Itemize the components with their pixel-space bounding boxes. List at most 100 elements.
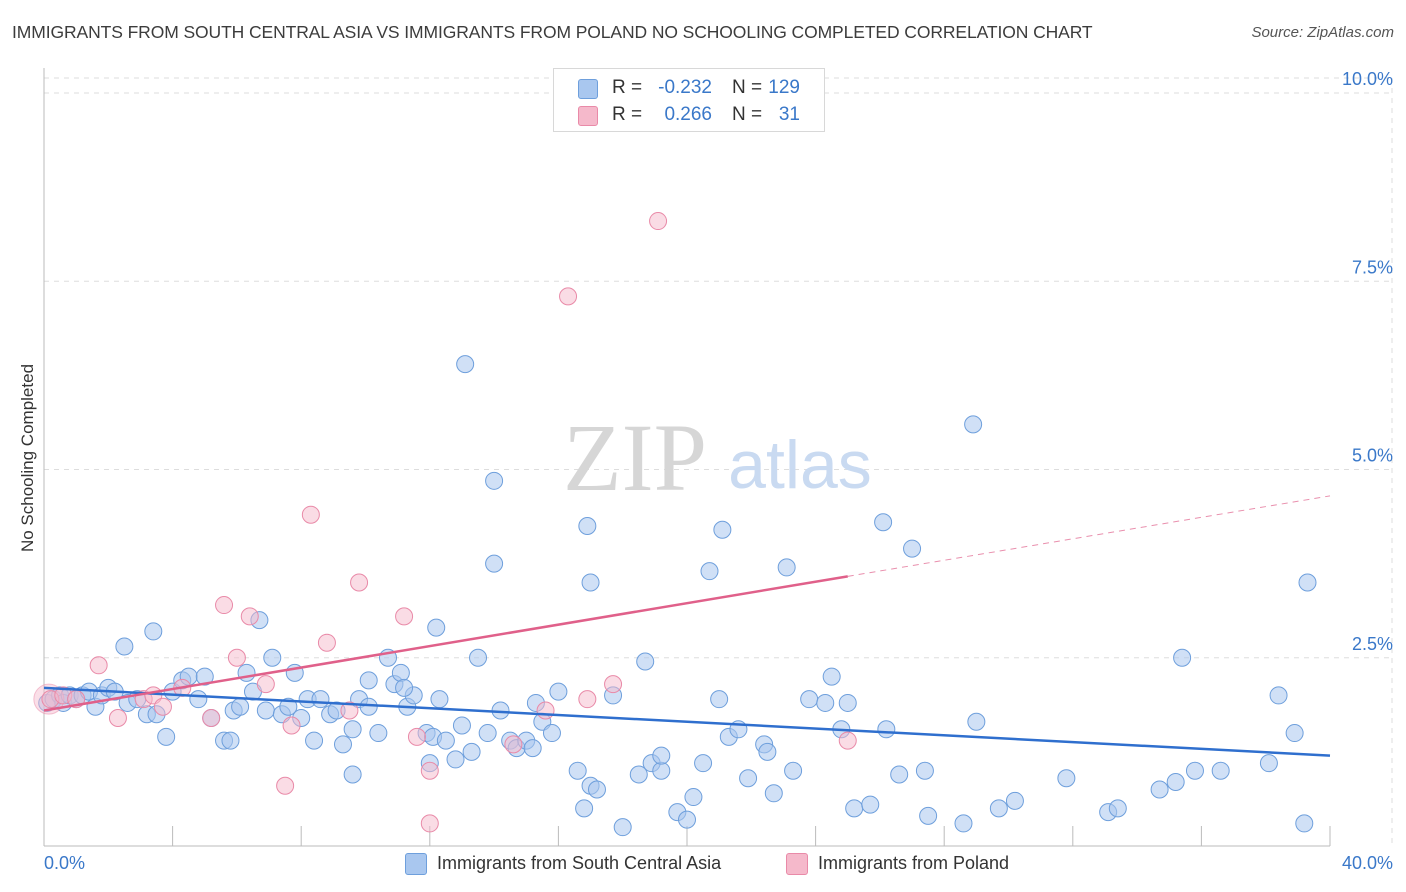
legend-label-blue: Immigrants from South Central Asia (437, 853, 722, 873)
data-point-pink (559, 287, 578, 306)
data-point-pink (395, 607, 414, 626)
data-point-blue (1005, 791, 1024, 810)
data-point-pink (108, 709, 127, 727)
trend-line-blue (43, 686, 1331, 757)
data-point-blue (713, 520, 732, 539)
data-point-blue (777, 558, 796, 577)
trend-line-pink-extension (847, 495, 1331, 577)
data-point-pink (153, 697, 172, 716)
data-point-pink (340, 701, 359, 720)
data-point-pink (202, 709, 221, 727)
watermark-atlas: atlas (728, 427, 872, 503)
data-point-pink (276, 776, 295, 795)
data-point-blue (764, 784, 783, 803)
data-point-pink (504, 735, 523, 754)
data-point-blue (195, 667, 214, 686)
data-point-pink (604, 675, 623, 694)
data-point-blue (684, 788, 703, 807)
legend-label-pink: Immigrants from Poland (818, 853, 1010, 873)
data-point-blue (549, 682, 568, 701)
grid-lines (44, 77, 1393, 846)
n-value-pink: 31 (778, 104, 800, 125)
data-point-pink (89, 656, 108, 675)
data-point-blue (919, 806, 938, 825)
data-point-blue (989, 799, 1008, 818)
data-point-blue (1295, 814, 1314, 833)
data-point-blue (343, 765, 362, 784)
data-point-blue (758, 742, 777, 761)
data-point-blue (311, 690, 330, 709)
data-point-blue (279, 697, 298, 716)
data-point-blue (452, 716, 471, 735)
data-point-blue (189, 690, 208, 709)
data-point-blue (1166, 773, 1185, 791)
data-point-blue (305, 731, 324, 750)
data-point-blue (359, 671, 378, 690)
data-point-pink (301, 505, 320, 524)
data-point-blue (816, 693, 835, 712)
data-point-blue (1269, 686, 1288, 705)
y-tick-label: 5.0% (1352, 446, 1393, 466)
data-point-blue (700, 562, 719, 581)
r-value-blue: -0.232 (658, 77, 712, 98)
axes (43, 68, 1331, 847)
data-point-blue (784, 761, 803, 780)
data-point-blue (263, 648, 282, 667)
tick-labels: 2.5% 5.0% 7.5% 10.0% 0.0% 40.0% (44, 69, 1393, 873)
data-point-blue (613, 818, 632, 837)
data-point-blue (523, 739, 542, 758)
data-point-pink (649, 212, 668, 231)
data-point-blue (1211, 761, 1230, 780)
correlation-stats-box: R = -0.232 N = 129 R = 0.266 N = 31 (553, 68, 825, 132)
data-point-blue (1285, 724, 1304, 743)
data-point-blue (1057, 769, 1076, 788)
source-credit: Source: ZipAtlas.com (1251, 24, 1394, 41)
data-point-pink (317, 633, 336, 652)
data-point-pink (227, 648, 246, 667)
n-label: N = (732, 104, 763, 125)
y-tick-label: 7.5% (1352, 257, 1393, 277)
data-point-blue (877, 720, 896, 739)
data-point-blue (359, 697, 378, 716)
data-point-blue (456, 355, 475, 374)
data-point-blue (967, 712, 986, 731)
n-value-blue: 129 (768, 77, 800, 98)
data-point-blue (1185, 761, 1204, 780)
data-point-pink (240, 607, 259, 626)
legend-swatch-blue (405, 853, 427, 875)
pink-swatch (578, 106, 598, 126)
data-point-pink (536, 701, 555, 720)
data-point-blue (256, 701, 275, 720)
data-point-blue (343, 720, 362, 739)
data-point-blue (739, 769, 758, 788)
data-point-blue (822, 667, 841, 686)
data-point-blue (1173, 648, 1192, 667)
trend-lines (43, 495, 1331, 757)
data-point-blue (231, 697, 250, 716)
data-point-blue (333, 735, 352, 754)
data-point-blue (874, 513, 893, 532)
data-point-blue (369, 724, 388, 743)
data-point-pink (350, 573, 369, 592)
n-label: N = (732, 77, 763, 98)
data-point-blue (115, 637, 134, 656)
data-point-blue (578, 517, 597, 535)
data-point-pink (838, 731, 857, 750)
blue-swatch (578, 79, 598, 99)
data-point-blue (446, 750, 465, 769)
r-label: R = (612, 104, 643, 125)
data-point-blue (144, 622, 163, 641)
y-tick-label: 10.0% (1342, 69, 1393, 89)
data-point-blue (542, 724, 561, 743)
r-value-pink: 0.266 (664, 104, 712, 125)
data-point-blue (568, 761, 587, 780)
data-point-pink (420, 814, 439, 833)
series-poland (33, 212, 857, 833)
data-point-pink (282, 716, 301, 735)
data-point-blue (1298, 573, 1317, 592)
data-point-pink (578, 690, 597, 709)
data-point-pink (420, 761, 439, 780)
data-point-blue (395, 678, 414, 697)
data-point-pink (407, 727, 426, 746)
